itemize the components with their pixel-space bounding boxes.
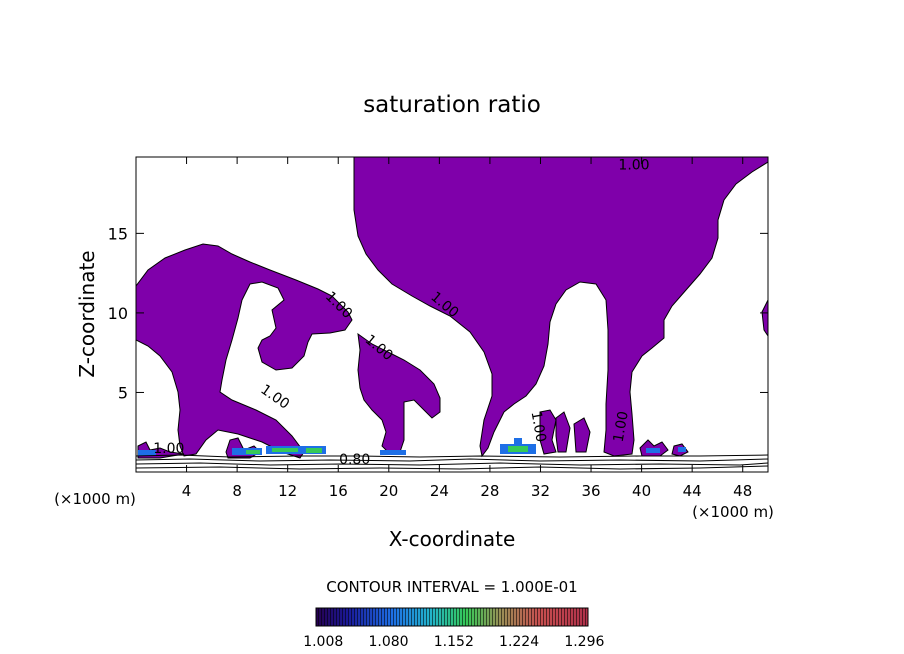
saturated-region-left [136, 243, 353, 459]
supersat-patch-6 [306, 448, 322, 453]
x-axis-label: X-coordinate [389, 527, 516, 551]
colorbar-tick-label: 1.008 [303, 634, 343, 650]
contour-label-layer: 1.001.001.001.001.001.00 1.001.000.80 [153, 158, 649, 468]
saturated-region-leg3 [573, 417, 591, 453]
x-tick-label: 32 [531, 482, 550, 500]
plot-frame [135, 156, 769, 473]
x-tick-label: 4 [182, 482, 192, 500]
x-tick-label: 8 [232, 482, 242, 500]
x-tick-label: 40 [632, 482, 651, 500]
y-tick-label: 15 [108, 224, 128, 243]
saturated-region-leg2 [555, 411, 571, 453]
x-tick-label: 48 [733, 482, 752, 500]
plot-area [136, 157, 768, 470]
x-tick-label: 12 [278, 482, 297, 500]
x-tick-label: 20 [379, 482, 398, 500]
colorbar-frame [315, 607, 589, 627]
x-tick-layer: 4 8 12 16 20 24 28 32 36 40 44 48 [182, 157, 752, 500]
saturated-region-plume [353, 157, 768, 458]
x-tick-label: 28 [480, 482, 499, 500]
supersat-patch-5 [272, 448, 298, 452]
contour-label: 1.00 [611, 410, 632, 443]
colorbar-tick-label: 1.296 [564, 634, 604, 650]
supersat-patch-12 [678, 447, 686, 452]
contour-label: 1.00 [153, 441, 184, 457]
chart-title: saturation ratio [363, 92, 541, 118]
contour-interval-label: CONTOUR INTERVAL = 1.000E-01 [326, 578, 577, 596]
x-tick-label: 44 [683, 482, 702, 500]
contour-label: 1.00 [257, 382, 292, 413]
supersat-patch-10 [514, 438, 522, 444]
colorbar [315, 607, 589, 627]
x-unit-label-right: (×1000 m) [692, 503, 774, 521]
y-axis-label: Z-coordinate [75, 250, 99, 377]
saturated-region-legs [539, 409, 557, 455]
colorbar-lines [316, 608, 588, 626]
x-tick-label: 24 [430, 482, 449, 500]
x-tick-label: 16 [329, 482, 348, 500]
y-tick-label: 10 [108, 304, 128, 323]
supersat-patch-1 [138, 450, 156, 456]
y-tick-label: 5 [118, 383, 128, 402]
x-tick-label: 36 [581, 482, 600, 500]
supersat-patch-9 [508, 446, 528, 452]
contour-label: 1.00 [528, 410, 549, 443]
contour-label: 1.00 [618, 158, 649, 174]
saturated-region-right [761, 299, 768, 337]
saturated-region-mid [357, 332, 441, 455]
colorbar-tick-label: 1.080 [368, 634, 408, 650]
colorbar-tick-label: 1.152 [434, 634, 474, 650]
colorbar-label-layer: 1.008 1.080 1.152 1.224 1.296 [303, 634, 604, 650]
surface-contours [136, 454, 768, 470]
supersat-patch-7 [380, 450, 406, 455]
supersat-patch-11 [646, 448, 660, 453]
colorbar-tick-label: 1.224 [499, 634, 539, 650]
contour-label: 0.80 [339, 452, 370, 468]
x-unit-label-left: (×1000 m) [54, 490, 136, 508]
y-tick-layer: 5 10 15 [108, 224, 768, 402]
supersat-patch-3 [246, 450, 260, 454]
